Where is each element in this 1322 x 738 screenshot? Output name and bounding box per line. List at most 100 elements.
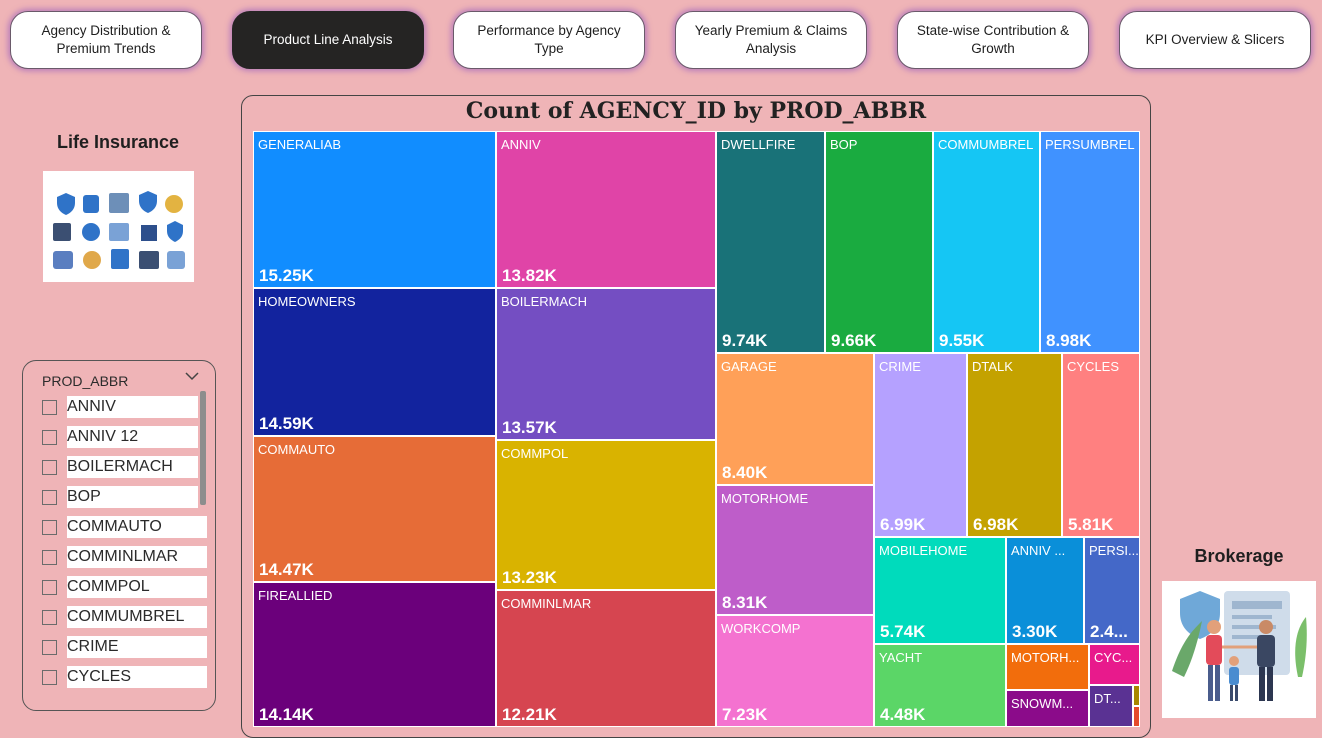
treemap-tile[interactable]: BOILERMACH 13.57K: [496, 288, 716, 440]
checkbox[interactable]: [42, 460, 57, 475]
tile-label: DWELLFIRE: [721, 137, 796, 152]
treemap-tile[interactable]: CYC...: [1089, 644, 1140, 685]
nav-yearly-premium-button[interactable]: Yearly Premium & Claims Analysis: [675, 11, 867, 69]
tile-label: CYC...: [1094, 650, 1133, 665]
treemap-tile[interactable]: HOMEOWNERS 14.59K: [253, 288, 496, 436]
slicer-item[interactable]: BOP: [40, 485, 208, 515]
slicer-item-label[interactable]: COMMINLMAR: [67, 546, 207, 568]
slicer-item-label[interactable]: ANNIV 12: [67, 426, 198, 448]
checkbox[interactable]: [42, 580, 57, 595]
checkbox[interactable]: [42, 430, 57, 445]
nav-agency-distribution-button[interactable]: Agency Distribution & Premium Trends: [10, 11, 202, 69]
slicer-item-label[interactable]: ANNIV: [67, 396, 198, 418]
treemap-tile[interactable]: GENERALIAB 15.25K: [253, 131, 496, 288]
treemap-tile[interactable]: COMMUMBREL 9.55K: [933, 131, 1040, 353]
slicer-item[interactable]: COMMUMBREL: [40, 605, 208, 635]
tile-label: PERSUMBREL: [1045, 137, 1135, 152]
treemap-tile[interactable]: MOBILEHOME 5.74K: [874, 537, 1006, 644]
treemap-tile[interactable]: GARAGE 8.40K: [716, 353, 874, 485]
checkbox[interactable]: [42, 550, 57, 565]
tile-value: 8.40K: [722, 463, 768, 482]
slicer-item[interactable]: BOILERMACH: [40, 455, 208, 485]
nav-kpi-overview-button[interactable]: KPI Overview & Slicers: [1119, 11, 1311, 69]
treemap-tile[interactable]: PERSI... 2.4...: [1084, 537, 1140, 644]
slicer-item[interactable]: ANNIV 12: [40, 425, 208, 455]
slicer-item[interactable]: CYCLES: [40, 665, 208, 695]
treemap-tile[interactable]: DT...: [1089, 685, 1133, 727]
tile-label: GARAGE: [721, 359, 777, 374]
slicer-item-label[interactable]: CYCLES: [67, 666, 207, 688]
tile-value: 8.31K: [722, 593, 768, 612]
brokerage-image: [1162, 581, 1316, 718]
slicer-item-label[interactable]: COMMAUTO: [67, 516, 207, 538]
slicer-item-label[interactable]: COMMUMBREL: [67, 606, 207, 628]
tile-label: MOTORHOME: [721, 491, 809, 506]
treemap-tile[interactable]: MOTORH...: [1006, 644, 1089, 690]
slicer-item[interactable]: COMMINLMAR: [40, 545, 208, 575]
treemap-tile[interactable]: SNOWM...: [1006, 690, 1089, 727]
tile-label: COMMAUTO: [258, 442, 336, 457]
treemap-tile[interactable]: DWELLFIRE 9.74K: [716, 131, 825, 353]
treemap-tile[interactable]: DTALK 6.98K: [967, 353, 1062, 537]
nav-state-wise-button[interactable]: State-wise Contribution & Growth: [897, 11, 1089, 69]
tile-label: MOBILEHOME: [879, 543, 968, 558]
tile-label: BOP: [830, 137, 858, 152]
chevron-down-icon[interactable]: [185, 371, 199, 381]
tile-value: 9.55K: [939, 331, 985, 350]
treemap-tile[interactable]: COMMINLMAR 12.21K: [496, 590, 716, 727]
treemap-tile[interactable]: ANNIV ... 3.30K: [1006, 537, 1084, 644]
tile-value: 2.4...: [1090, 622, 1128, 641]
treemap-tile[interactable]: CRIME 6.99K: [874, 353, 967, 537]
treemap-tile[interactable]: COMMAUTO 14.47K: [253, 436, 496, 582]
checkbox[interactable]: [42, 640, 57, 655]
tile-value: 13.57K: [502, 418, 557, 437]
checkbox[interactable]: [42, 400, 57, 415]
prod-abbr-slicer[interactable]: PROD_ABBR ANNIV ANNIV 12 BOILERMACH BOP …: [22, 360, 216, 711]
tile-value: 12.21K: [502, 705, 557, 724]
slicer-item-label[interactable]: BOP: [67, 486, 198, 508]
tile-label: HOMEOWNERS: [258, 294, 356, 309]
slicer-item[interactable]: COMMAUTO: [40, 515, 208, 545]
checkbox[interactable]: [42, 670, 57, 685]
slicer-item[interactable]: CRIME: [40, 635, 208, 665]
tile-label: DT...: [1094, 691, 1121, 706]
tile-label: COMMUMBREL: [938, 137, 1034, 152]
treemap-tile[interactable]: COMMPOL 13.23K: [496, 440, 716, 590]
tile-value: 6.98K: [973, 515, 1019, 534]
tile-label: CRIME: [879, 359, 921, 374]
tile-value: 14.14K: [259, 705, 314, 724]
insurance-icons-grid-image: [43, 171, 194, 282]
checkbox[interactable]: [42, 610, 57, 625]
tile-label: WORKCOMP: [721, 621, 801, 636]
treemap-tile[interactable]: MOTORHOME 8.31K: [716, 485, 874, 615]
treemap-tile[interactable]: PERSUMBREL 8.98K: [1040, 131, 1140, 353]
checkbox[interactable]: [42, 520, 57, 535]
treemap-tile[interactable]: [1133, 706, 1140, 727]
nav-agency-type-button[interactable]: Performance by Agency Type: [453, 11, 645, 69]
tile-label: ANNIV ...: [1011, 543, 1066, 558]
treemap-tile[interactable]: BOP 9.66K: [825, 131, 933, 353]
tile-label: FIREALLIED: [258, 588, 333, 603]
slicer-item[interactable]: ANNIV: [40, 395, 208, 425]
tile-value: 15.25K: [259, 266, 314, 285]
treemap-tile[interactable]: [1133, 685, 1140, 706]
treemap-tile[interactable]: YACHT 4.48K: [874, 644, 1006, 727]
tile-label: GENERALIAB: [258, 137, 342, 152]
treemap-tile[interactable]: FIREALLIED 14.14K: [253, 582, 496, 727]
slicer-item-label[interactable]: BOILERMACH: [67, 456, 198, 478]
tile-label: DTALK: [972, 359, 1013, 374]
slicer-item[interactable]: COMMPOL: [40, 575, 208, 605]
tile-label: BOILERMACH: [501, 294, 587, 309]
tile-value: 8.98K: [1046, 331, 1092, 350]
treemap-tile[interactable]: ANNIV 13.82K: [496, 131, 716, 288]
checkbox[interactable]: [42, 490, 57, 505]
slicer-scrollbar[interactable]: [200, 391, 206, 505]
nav-product-line-button[interactable]: Product Line Analysis: [232, 11, 424, 69]
treemap-tile[interactable]: CYCLES 5.81K: [1062, 353, 1140, 537]
tile-value: 14.59K: [259, 414, 314, 433]
treemap-tile[interactable]: WORKCOMP 7.23K: [716, 615, 874, 727]
slicer-title: PROD_ABBR: [42, 373, 129, 389]
tile-label: COMMPOL: [501, 446, 569, 461]
slicer-item-label[interactable]: CRIME: [67, 636, 207, 658]
slicer-item-label[interactable]: COMMPOL: [67, 576, 207, 598]
